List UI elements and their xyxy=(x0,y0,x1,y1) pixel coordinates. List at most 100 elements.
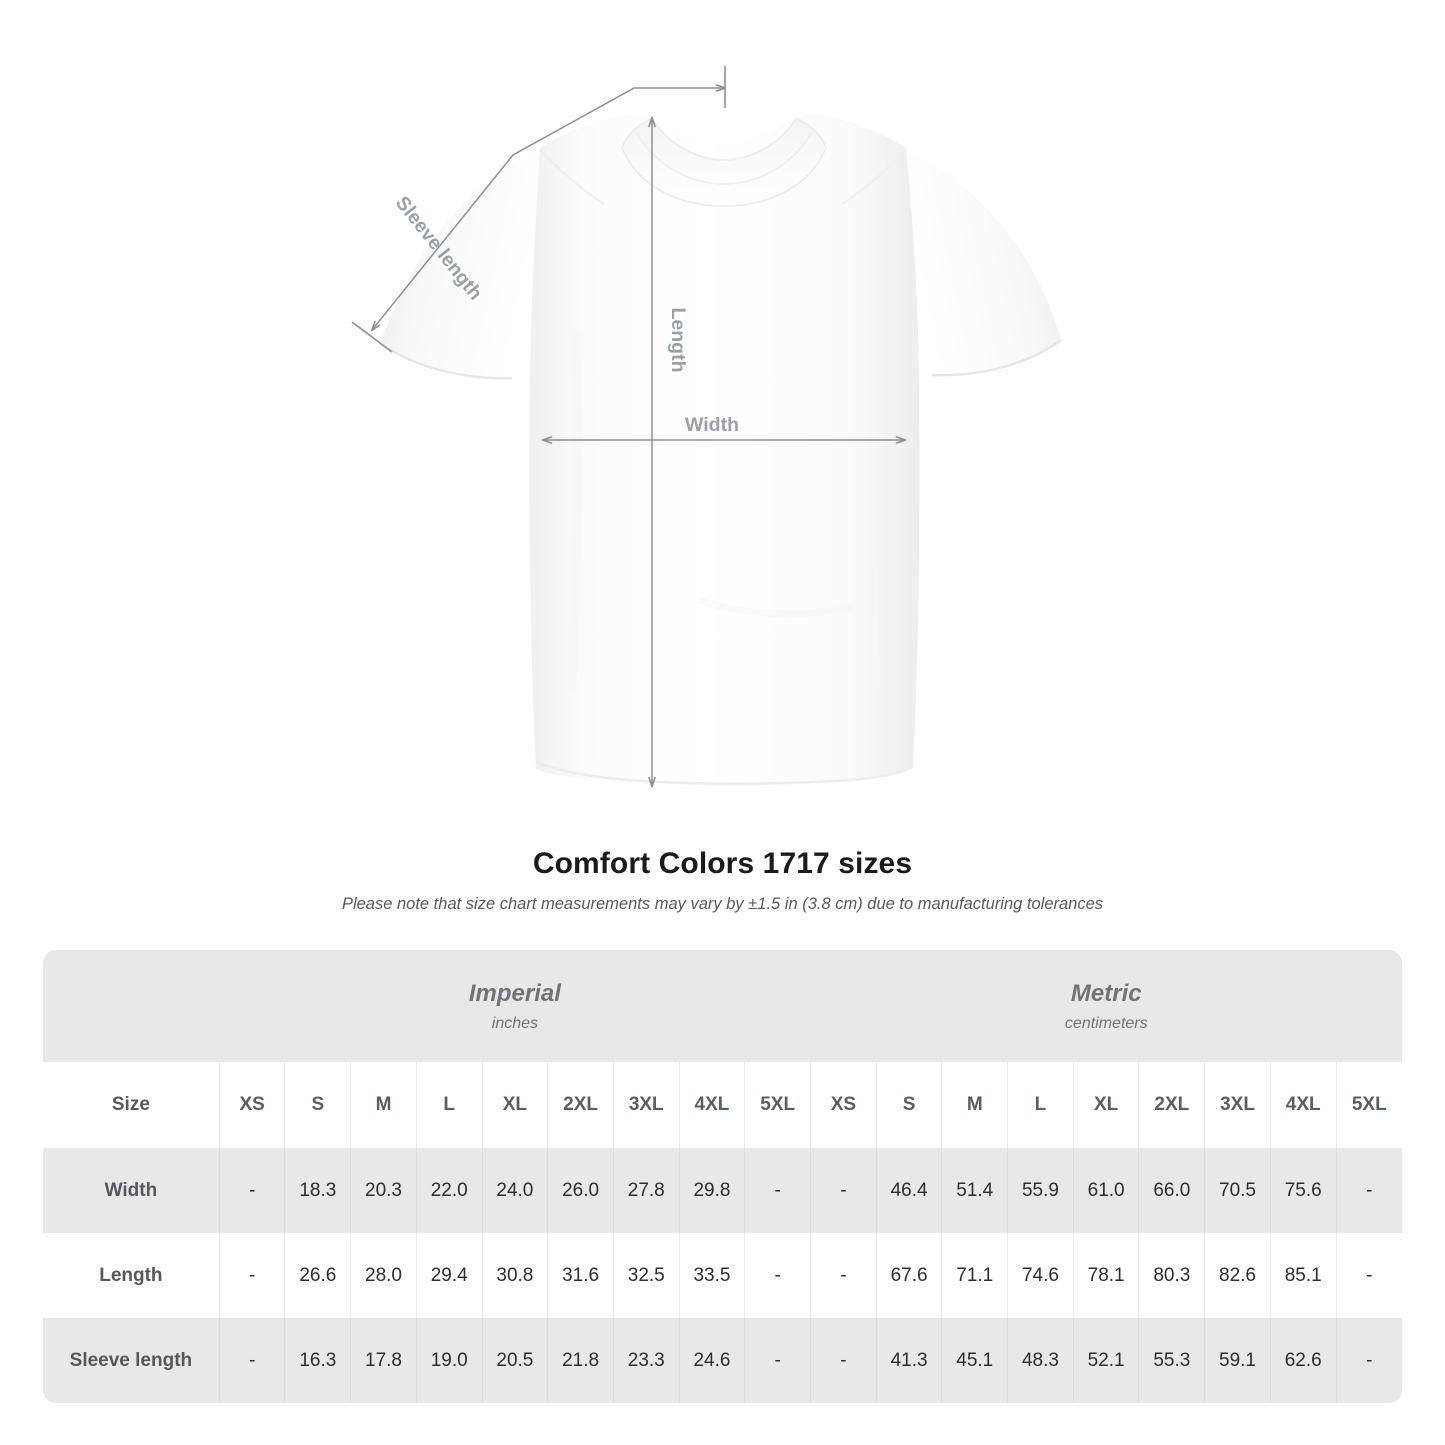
cell-sleeve-imperial-2xl: 21.8 xyxy=(547,1318,614,1403)
size-header-metric-4xl: 4XL xyxy=(1270,1062,1337,1148)
cell-sleeve-metric-xl: 52.1 xyxy=(1073,1318,1140,1403)
width-label: Width xyxy=(685,414,739,436)
size-header-metric-xs: XS xyxy=(810,1062,877,1148)
size-header-imperial-m: M xyxy=(350,1062,417,1148)
tshirt-measurement-diagram: Sleeve length Length Width xyxy=(351,66,1062,788)
cell-length-metric-4xl: 85.1 xyxy=(1270,1233,1337,1318)
cell-sleeve-metric-5xl: - xyxy=(1336,1318,1402,1403)
size-header-imperial-2xl: 2XL xyxy=(547,1062,614,1148)
size-header-metric-xl: XL xyxy=(1073,1062,1140,1148)
length-label: Length xyxy=(667,308,689,373)
cell-width-imperial-2xl: 26.0 xyxy=(547,1148,614,1233)
size-header-metric-3xl: 3XL xyxy=(1204,1062,1271,1148)
cell-width-metric-2xl: 66.0 xyxy=(1138,1148,1206,1233)
cell-length-imperial-2xl: 31.6 xyxy=(547,1233,614,1318)
unit-group-row: Imperial inches Metric centimeters xyxy=(43,950,1402,1062)
size-header-metric-m: M xyxy=(941,1062,1009,1148)
cell-length-metric-5xl: - xyxy=(1336,1233,1402,1318)
row-label-sleeve-length: Sleeve length xyxy=(43,1318,220,1403)
cell-length-metric-3xl: 82.6 xyxy=(1204,1233,1271,1318)
heading-block: Comfort Colors 1717 sizes Please note th… xyxy=(0,846,1445,915)
cell-length-imperial-l: 29.4 xyxy=(416,1233,483,1318)
cell-width-imperial-xs: - xyxy=(219,1148,286,1233)
sleeve-length-arrow xyxy=(370,84,727,332)
cell-sleeve-imperial-xs: - xyxy=(219,1318,286,1403)
cell-sleeve-imperial-s: 16.3 xyxy=(284,1318,352,1403)
cell-sleeve-metric-s: 41.3 xyxy=(876,1318,943,1403)
cell-length-metric-2xl: 80.3 xyxy=(1138,1233,1206,1318)
cell-length-metric-l: 74.6 xyxy=(1007,1233,1074,1318)
cell-sleeve-imperial-3xl: 23.3 xyxy=(613,1318,680,1403)
cell-length-imperial-s: 26.6 xyxy=(284,1233,352,1318)
cell-sleeve-metric-4xl: 62.6 xyxy=(1270,1318,1337,1403)
cell-sleeve-metric-xs: - xyxy=(810,1318,877,1403)
size-header-row: Size XS S M L XL 2XL 3XL 4XL 5XL XS S M … xyxy=(43,1062,1402,1148)
size-header-label: Size xyxy=(43,1062,220,1148)
width-dimension: Width xyxy=(541,414,907,444)
cell-sleeve-imperial-m: 17.8 xyxy=(350,1318,417,1403)
cell-sleeve-imperial-5xl: - xyxy=(744,1318,812,1403)
size-header-imperial-5xl: 5XL xyxy=(744,1062,812,1148)
table-row: Length - 26.6 28.0 29.4 30.8 31.6 32.5 3… xyxy=(43,1233,1402,1318)
table-row: Sleeve length - 16.3 17.8 19.0 20.5 21.8… xyxy=(43,1318,1402,1403)
cell-width-metric-l: 55.9 xyxy=(1007,1148,1074,1233)
cell-sleeve-imperial-xl: 20.5 xyxy=(482,1318,549,1403)
size-header-metric-s: S xyxy=(876,1062,943,1148)
cell-width-metric-xs: - xyxy=(810,1148,877,1233)
cell-length-imperial-xl: 30.8 xyxy=(482,1233,549,1318)
unit-group-metric-name: Metric xyxy=(1070,979,1142,1007)
cell-length-metric-m: 71.1 xyxy=(941,1233,1009,1318)
size-header-imperial-4xl: 4XL xyxy=(679,1062,746,1148)
cell-length-imperial-3xl: 32.5 xyxy=(613,1233,680,1318)
cell-sleeve-metric-2xl: 55.3 xyxy=(1138,1318,1206,1403)
unit-group-imperial: Imperial inches xyxy=(219,950,811,1062)
size-chart-table-wrapper: Imperial inches Metric centimeters Size … xyxy=(43,950,1402,1403)
cell-sleeve-metric-l: 48.3 xyxy=(1007,1318,1074,1403)
page-title: Comfort Colors 1717 sizes xyxy=(532,847,913,880)
unit-spacer-cell xyxy=(43,950,220,1062)
cell-length-imperial-xs: - xyxy=(219,1233,286,1318)
cell-width-metric-xl: 61.0 xyxy=(1073,1148,1140,1233)
size-header-imperial-xl: XL xyxy=(482,1062,549,1148)
cell-length-metric-xs: - xyxy=(810,1233,877,1318)
cell-width-imperial-m: 20.3 xyxy=(350,1148,417,1233)
cell-length-imperial-m: 28.0 xyxy=(350,1233,417,1318)
size-header-imperial-3xl: 3XL xyxy=(613,1062,680,1148)
table-row: Width - 18.3 20.3 22.0 24.0 26.0 27.8 29… xyxy=(43,1148,1402,1233)
cell-length-metric-xl: 78.1 xyxy=(1073,1233,1140,1318)
unit-group-imperial-name: Imperial xyxy=(468,979,561,1007)
cell-width-imperial-4xl: 29.8 xyxy=(679,1148,746,1233)
cell-width-metric-m: 51.4 xyxy=(941,1148,1009,1233)
row-label-width: Width xyxy=(43,1148,220,1233)
cell-length-imperial-5xl: - xyxy=(744,1233,812,1318)
tolerance-note: Please note that size chart measurements… xyxy=(341,895,1104,913)
cell-length-imperial-4xl: 33.5 xyxy=(679,1233,746,1318)
size-header-metric-l: L xyxy=(1007,1062,1074,1148)
size-header-imperial-l: L xyxy=(416,1062,483,1148)
cell-length-metric-s: 67.6 xyxy=(876,1233,943,1318)
cell-width-metric-5xl: - xyxy=(1336,1148,1402,1233)
cell-width-metric-4xl: 75.6 xyxy=(1270,1148,1337,1233)
cell-width-metric-s: 46.4 xyxy=(876,1148,943,1233)
cell-sleeve-metric-3xl: 59.1 xyxy=(1204,1318,1271,1403)
cell-width-imperial-s: 18.3 xyxy=(284,1148,352,1233)
tshirt-graphic xyxy=(380,112,1062,787)
cell-sleeve-imperial-l: 19.0 xyxy=(416,1318,483,1403)
size-header-imperial-xs: XS xyxy=(219,1062,286,1148)
cell-width-imperial-xl: 24.0 xyxy=(482,1148,549,1233)
cell-width-imperial-5xl: - xyxy=(744,1148,812,1233)
size-header-metric-2xl: 2XL xyxy=(1138,1062,1206,1148)
length-dimension: Length xyxy=(648,116,689,788)
unit-group-metric-sub: centimeters xyxy=(1064,1014,1148,1032)
sleeve-end-tick xyxy=(351,321,393,353)
unit-group-metric: Metric centimeters xyxy=(810,950,1402,1062)
cell-width-imperial-3xl: 27.8 xyxy=(613,1148,680,1233)
size-chart-table: Imperial inches Metric centimeters Size … xyxy=(43,950,1402,1403)
cell-sleeve-metric-m: 45.1 xyxy=(941,1318,1009,1403)
size-header-imperial-s: S xyxy=(284,1062,352,1148)
cell-width-imperial-l: 22.0 xyxy=(416,1148,483,1233)
cell-width-metric-3xl: 70.5 xyxy=(1204,1148,1271,1233)
unit-group-imperial-sub: inches xyxy=(491,1014,539,1032)
row-label-length: Length xyxy=(43,1233,220,1318)
